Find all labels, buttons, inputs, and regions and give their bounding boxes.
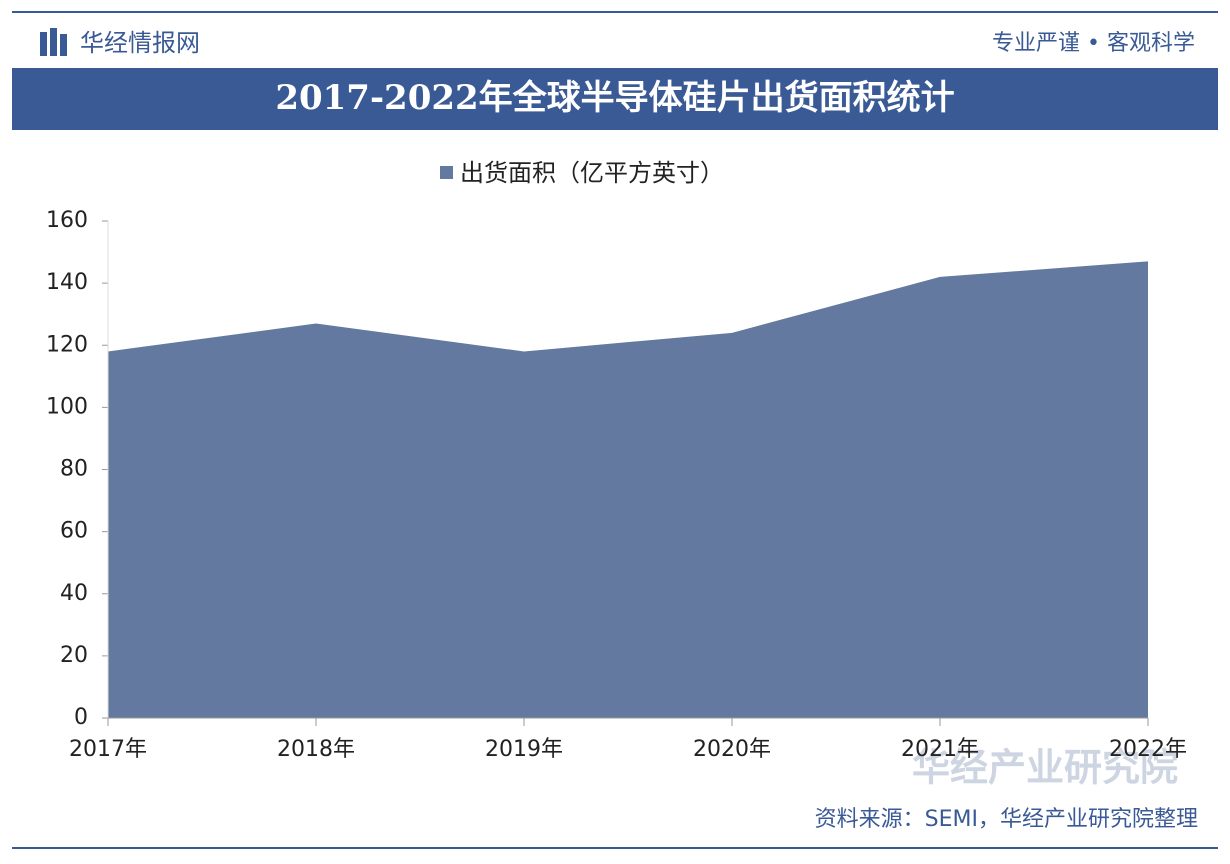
slogan: 专业严谨 • 客观科学	[992, 31, 1195, 56]
area	[108, 261, 1148, 718]
logo-icon	[40, 32, 47, 56]
logo-icon	[60, 34, 67, 56]
y-tick-label: 140	[46, 270, 88, 295]
x-tick-label: 2021年	[901, 737, 979, 762]
source: 资料来源：SEMI，华经产业研究院整理	[815, 807, 1198, 832]
x-tick-label: 2022年	[1109, 737, 1187, 762]
legend-swatch	[440, 166, 453, 179]
x-tick-label: 2018年	[277, 737, 355, 762]
title-bar	[12, 68, 1218, 130]
y-tick-label: 0	[74, 705, 88, 730]
x-tick-label: 2019年	[485, 737, 563, 762]
x-tick-label: 2020年	[693, 737, 771, 762]
y-tick-label: 60	[60, 519, 88, 544]
legend-label: 出货面积（亿平方英寸）	[460, 159, 724, 187]
watermark: 华经产业研究院	[912, 746, 1178, 790]
logo-icon	[50, 28, 57, 56]
x-tick-label: 2017年	[69, 737, 147, 762]
logo-text: 华经情报网	[80, 29, 200, 57]
y-tick-label: 80	[60, 457, 88, 482]
chart-title: 2017-2022年全球半导体硅片出货面积统计	[275, 78, 954, 118]
y-tick-label: 100	[46, 394, 88, 419]
y-tick-label: 160	[46, 208, 88, 233]
y-tick-label: 20	[60, 643, 88, 668]
y-tick-label: 40	[60, 581, 88, 606]
y-tick-label: 120	[46, 332, 88, 357]
